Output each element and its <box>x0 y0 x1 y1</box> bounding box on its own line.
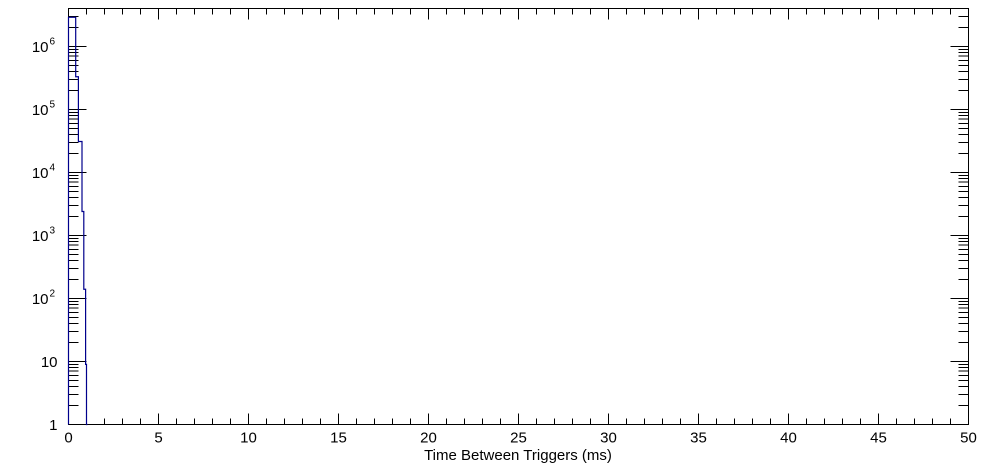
y-tick-label-exponent: 4 <box>50 162 56 173</box>
x-tick-label: 40 <box>780 430 797 447</box>
y-tick-label: 10 <box>41 354 58 371</box>
x-tick-label: 20 <box>420 430 437 447</box>
x-tick-label: 0 <box>64 430 72 447</box>
y-tick-label: 10 4 <box>32 162 56 182</box>
y-tick-label-base: 10 <box>32 39 49 56</box>
y-tick-label-base: 10 <box>32 102 49 119</box>
x-tick-label: 30 <box>600 430 617 447</box>
x-tick-label: 10 <box>240 430 257 447</box>
y-tick-label-exponent: 2 <box>50 288 56 299</box>
x-tick-label: 50 <box>960 430 977 447</box>
x-axis-ticks <box>68 8 969 425</box>
histogram-series <box>67 16 88 426</box>
y-tick-label: 1 <box>49 417 57 434</box>
y-tick-label-base: 10 <box>41 354 58 371</box>
y-tick-label: 10 3 <box>32 225 56 245</box>
x-tick-label: 25 <box>510 430 527 447</box>
x-tick-label: 15 <box>330 430 347 447</box>
y-tick-label-base: 10 <box>32 228 49 245</box>
y-tick-label-exponent: 3 <box>50 225 56 236</box>
x-axis-tick-labels: 0 5 10 15 20 25 30 35 40 45 50 <box>64 430 977 447</box>
y-tick-label: 10 5 <box>32 99 56 119</box>
x-tick-label: 5 <box>154 430 162 447</box>
y-tick-label-exponent: 6 <box>50 36 56 47</box>
x-tick-label: 35 <box>690 430 707 447</box>
y-tick-label: 10 2 <box>32 288 56 308</box>
histogram-step-line <box>67 16 88 426</box>
y-tick-label-base: 1 <box>49 417 57 434</box>
y-axis-ticks <box>68 8 969 425</box>
y-tick-label: 10 6 <box>32 36 56 56</box>
x-axis-title: Time Between Triggers (ms) <box>424 447 612 464</box>
y-tick-label-base: 10 <box>32 291 49 308</box>
x-tick-label: 45 <box>870 430 887 447</box>
y-tick-label-exponent: 5 <box>50 99 56 110</box>
y-tick-label-base: 10 <box>32 165 49 182</box>
